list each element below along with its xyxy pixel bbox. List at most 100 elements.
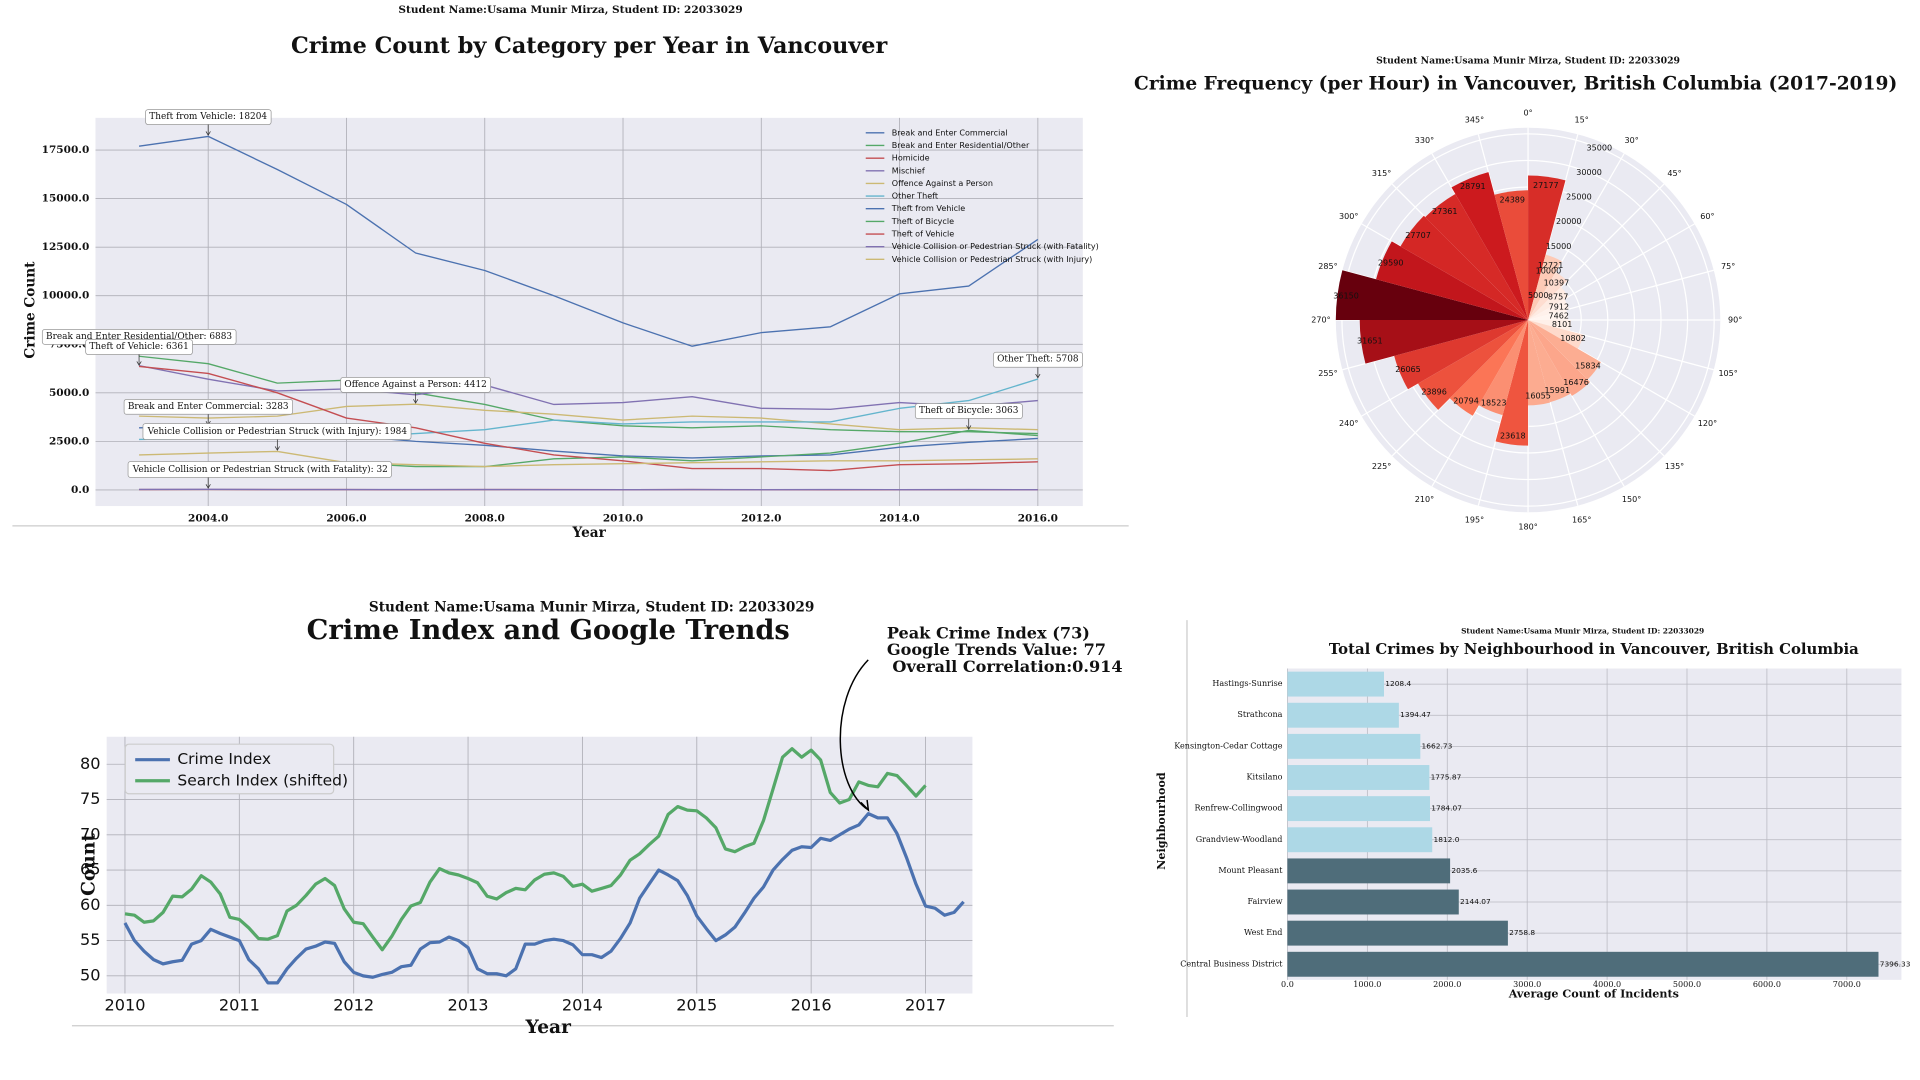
polar-bar (1528, 319, 1572, 332)
theta-tick-label: 150° (1622, 495, 1641, 504)
bar (1287, 733, 1421, 759)
x-tick-label: 2014 (562, 995, 603, 1014)
x-tick-label: 2012 (333, 995, 374, 1014)
x-tick-label: 3000.0 (1513, 980, 1541, 989)
theta-tick-label: 345° (1465, 115, 1484, 124)
x-axis-label: Year (525, 1017, 572, 1038)
polar-bar (1494, 190, 1529, 320)
series-line (138, 355, 1038, 435)
value-label: 10397 (1544, 279, 1570, 288)
bar (1287, 827, 1433, 853)
value-label: 16055 (1525, 392, 1551, 401)
r-tick-label: 15000 (1546, 242, 1572, 251)
value-label: 2035.6 (1451, 866, 1477, 875)
theta-tick-label: 240° (1339, 419, 1358, 428)
legend-label: Other Theft (892, 192, 938, 201)
value-label: 24389 (1499, 196, 1525, 205)
chart-title: Crime Index and Google Trends (307, 614, 790, 646)
x-tick-label: 7000.0 (1833, 980, 1861, 989)
series-line (138, 365, 1038, 472)
y-axis-label: Neighbourhood (1155, 772, 1168, 870)
chart-subtitle: Student Name:Usama Munir Mirza, Student … (1461, 626, 1704, 635)
annotation-arrowhead (413, 399, 419, 404)
annotation: Vehicle Collision or Pedestrian Struck (… (132, 464, 388, 475)
polar-bar (1528, 309, 1568, 320)
y-tick-label: 12500.0 (42, 241, 90, 253)
x-axis-label: Average Count of Incidents (1508, 988, 1679, 1001)
series-line (138, 364, 1038, 411)
y-tick-label: 0.0 (71, 484, 89, 496)
value-label: 10802 (1560, 334, 1586, 343)
y-tick-label: Kitsilano (1247, 772, 1283, 781)
value-label: 23896 (1421, 388, 1447, 397)
legend-box (124, 743, 335, 795)
theta-tick-label: 75° (1721, 262, 1735, 271)
chart-title: Total Crimes by Neighbourhood in Vancouv… (1329, 640, 1859, 658)
legend-label: Theft of Bicycle (891, 217, 954, 226)
bar (1287, 858, 1451, 884)
value-label: 7912 (1549, 303, 1569, 312)
y-tick-label: 5000.0 (49, 387, 89, 399)
annotation-arrowhead (1035, 373, 1041, 379)
theta-tick-label: 30° (1624, 136, 1638, 145)
bar (1287, 702, 1399, 728)
polar-bar (1528, 175, 1566, 320)
value-label: 1775.87 (1431, 772, 1462, 781)
value-label: 20794 (1453, 396, 1479, 405)
polar-bar (1418, 319, 1529, 410)
r-tick-label: 25000 (1566, 193, 1592, 202)
value-label: 7462 (1549, 311, 1569, 320)
theta-tick-label: 45° (1667, 169, 1681, 178)
legend-label: Theft of Vehicle (891, 230, 955, 239)
value-label: 31651 (1357, 336, 1383, 345)
polar-bar (1400, 215, 1529, 320)
polar-bar (1528, 319, 1601, 380)
theta-tick-label: 120° (1698, 419, 1717, 428)
x-tick-label: 2006.0 (326, 512, 366, 524)
value-label: 1394.47 (1400, 710, 1431, 719)
series-line (139, 450, 1038, 468)
y-tick-label: 70 (80, 824, 101, 843)
theta-tick-label: 285° (1318, 262, 1337, 271)
x-tick-label: 2011 (219, 995, 260, 1014)
x-tick-label: 2000.0 (1433, 980, 1461, 989)
value-label: 8757 (1548, 292, 1568, 301)
legend-label: Offence Against a Person (892, 179, 993, 188)
value-label: 15834 (1575, 361, 1601, 370)
chart-subtitle: Student Name:Usama Munir Mirza, Student … (398, 4, 742, 16)
theta-tick-label: 270° (1311, 315, 1330, 324)
theta-tick-label: 180° (1518, 523, 1537, 532)
x-tick-label: 2010.0 (603, 512, 643, 524)
annotation: Overall Correlation:0.914 (887, 657, 1123, 676)
value-label: 28791 (1460, 182, 1486, 191)
y-tick-label: Kensington-Cedar Cottage (1174, 741, 1282, 750)
y-tick-label: 2500.0 (49, 435, 89, 447)
annotation-arrowhead (274, 446, 280, 451)
value-label: 1208.4 (1385, 679, 1411, 688)
bar (1287, 765, 1430, 790)
polar-bar (1495, 319, 1529, 446)
annotation: Theft of Bicycle: 3063 (919, 406, 1019, 416)
y-tick-label: Grandview-Woodland (1196, 835, 1283, 844)
bar (1287, 671, 1385, 697)
grid-line (1361, 223, 1529, 321)
grid-line (1477, 134, 1529, 321)
value-label: 1784.07 (1431, 804, 1462, 813)
plot-background (95, 117, 1083, 507)
polar-bar (1528, 319, 1571, 403)
legend-label: Break and Enter Commercial (892, 128, 1008, 137)
bar (1287, 889, 1459, 915)
polar-bar (1394, 319, 1529, 390)
x-tick-label: 2015 (676, 995, 717, 1014)
bar (1287, 796, 1431, 822)
annotation: Theft of Vehicle: 6361 (89, 342, 188, 352)
annotation: Theft from Vehicle: 18204 (149, 112, 267, 122)
x-tick-label: 5000.0 (1673, 980, 1701, 989)
x-tick-label: 2012.0 (741, 512, 781, 524)
y-axis-label: Count (78, 833, 99, 896)
y-tick-label: Renfrew-Collingwood (1194, 804, 1282, 813)
bar (1287, 920, 1508, 946)
value-label: 23618 (1500, 431, 1526, 440)
legend-label: Search Index (shifted) (177, 771, 348, 789)
annotation-arrowhead (966, 425, 972, 430)
